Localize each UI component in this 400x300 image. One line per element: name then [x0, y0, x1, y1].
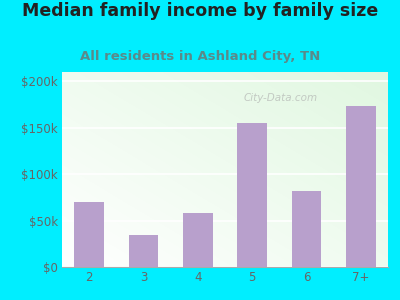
- Bar: [346, 106, 376, 267]
- Bar: [128, 235, 158, 267]
- Text: All residents in Ashland City, TN: All residents in Ashland City, TN: [80, 50, 320, 63]
- Text: Median family income by family size: Median family income by family size: [22, 2, 378, 20]
- Bar: [237, 123, 267, 267]
- Bar: [292, 191, 322, 267]
- Bar: [183, 213, 213, 267]
- Text: City-Data.com: City-Data.com: [243, 93, 318, 103]
- Bar: [74, 202, 104, 267]
